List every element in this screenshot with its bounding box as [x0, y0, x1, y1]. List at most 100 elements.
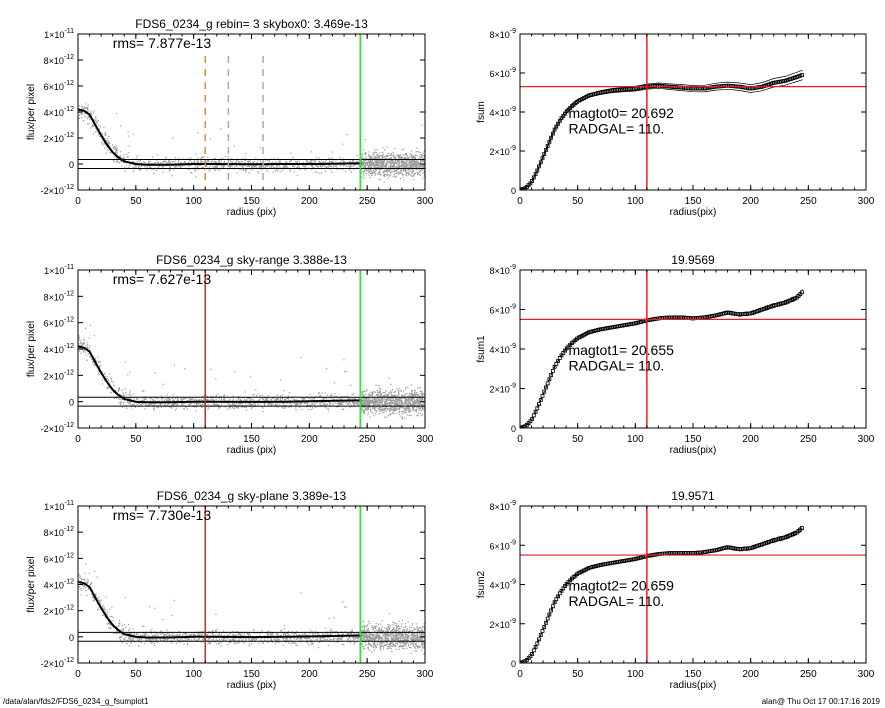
data-point [142, 403, 144, 405]
data-point [417, 395, 419, 398]
data-point [374, 167, 376, 169]
data-point [85, 346, 87, 348]
data-point [328, 164, 330, 166]
data-point [318, 172, 320, 174]
data-point [368, 155, 370, 157]
data-point [213, 161, 216, 163]
data-point [115, 112, 118, 115]
data-point [390, 383, 392, 385]
data-point [414, 393, 416, 395]
data-point [386, 408, 389, 411]
data-point [172, 394, 174, 396]
data-point [292, 156, 294, 159]
data-point [355, 402, 357, 404]
data-point [369, 401, 371, 403]
data-point [237, 398, 240, 400]
data-point [212, 399, 214, 401]
data-point [284, 399, 286, 401]
data-point [370, 411, 372, 413]
data-point [205, 399, 208, 401]
data-point [285, 402, 288, 404]
data-point [81, 117, 83, 119]
data-point [375, 407, 377, 409]
data-point [390, 166, 392, 168]
data-point [384, 175, 386, 178]
data-point [180, 397, 182, 399]
data-point [168, 170, 170, 172]
data-point [407, 172, 409, 174]
data-point [275, 169, 277, 171]
data-point [119, 160, 122, 162]
data-point [367, 409, 369, 411]
data-point [310, 408, 312, 410]
data-point [372, 412, 374, 414]
data-point [244, 406, 246, 408]
data-point [93, 362, 95, 364]
data-point [157, 162, 159, 164]
data-point [385, 403, 387, 405]
data-point [423, 165, 425, 167]
data-point [364, 403, 367, 405]
data-point [394, 408, 396, 410]
data-point [410, 156, 412, 158]
data-point [332, 161, 335, 164]
data-point [294, 166, 296, 168]
data-point [352, 401, 354, 403]
data-point [335, 160, 337, 162]
data-point [128, 151, 130, 153]
data-point [135, 164, 137, 166]
data-point [260, 168, 262, 171]
data-point [384, 402, 386, 404]
data-point [421, 124, 423, 126]
data-point [390, 171, 392, 173]
data-point [113, 397, 115, 400]
data-point [83, 339, 85, 341]
data-point [263, 399, 265, 401]
data-point [206, 160, 208, 162]
data-point [414, 389, 416, 392]
data-point [261, 394, 263, 397]
data-point [122, 392, 124, 394]
data-point [401, 149, 403, 151]
data-point [340, 164, 342, 166]
data-point [333, 382, 335, 384]
data-point [395, 157, 397, 159]
data-point [150, 166, 152, 168]
data-point [379, 388, 381, 390]
data-point [95, 360, 97, 362]
data-point [394, 169, 396, 171]
data-point [309, 406, 312, 408]
data-point [116, 161, 118, 163]
data-point [219, 406, 221, 408]
data-point [397, 159, 399, 161]
data-point [201, 406, 203, 408]
data-point [414, 165, 416, 167]
data-point [397, 163, 399, 165]
data-point [159, 403, 161, 405]
data-point [188, 397, 191, 399]
data-point [422, 392, 424, 394]
data-point [252, 394, 255, 396]
data-point [134, 406, 137, 408]
data-point [114, 147, 117, 149]
data-point [416, 161, 418, 163]
data-point [101, 133, 103, 135]
data-point [121, 399, 123, 401]
data-point [378, 160, 380, 162]
data-point [364, 402, 366, 404]
data-point [218, 160, 220, 162]
data-point [422, 152, 424, 154]
data-point [135, 398, 137, 400]
data-point [220, 128, 222, 130]
data-point [157, 400, 159, 402]
data-point [114, 148, 116, 150]
data-point [288, 406, 290, 408]
data-point [251, 167, 253, 169]
data-point [386, 399, 388, 402]
data-point [125, 405, 127, 407]
data-point [220, 157, 222, 159]
data-point [188, 403, 190, 406]
data-point [290, 404, 292, 406]
data-point [92, 133, 95, 135]
data-point [388, 154, 390, 156]
